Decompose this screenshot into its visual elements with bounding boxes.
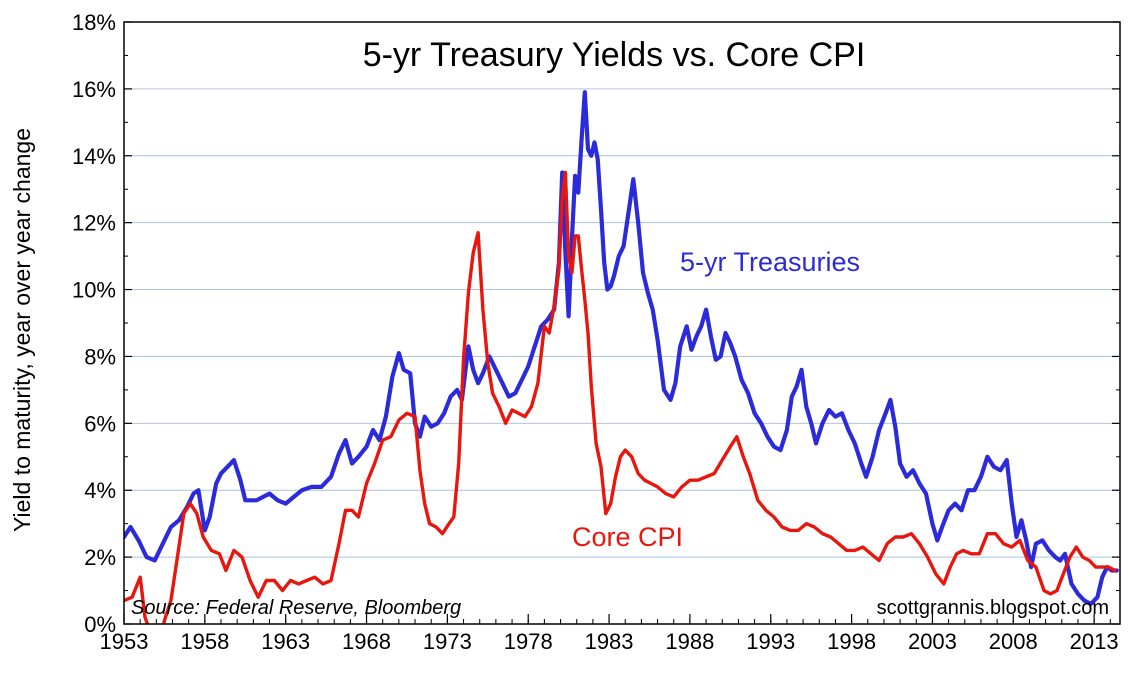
y-tick-label: 16% — [72, 77, 116, 102]
y-tick-label: 12% — [72, 211, 116, 236]
y-tick-label: 10% — [72, 278, 116, 303]
x-tick-label: 1978 — [504, 629, 553, 654]
x-tick-label: 1968 — [342, 629, 391, 654]
x-tick-label: 1998 — [827, 629, 876, 654]
y-tick-label: 18% — [72, 10, 116, 35]
y-axis-tick-labels: 0% 2% 4% 6% 8% 10% 12% 14% 16% 18% — [72, 10, 116, 637]
y-axis-label: Yield to maturity, year over year change — [9, 128, 35, 532]
x-tick-label: 1953 — [100, 629, 149, 654]
x-tick-label: 1963 — [261, 629, 310, 654]
series-lines — [124, 90, 1119, 624]
y-tick-label: 14% — [72, 144, 116, 169]
y-tick-label: 4% — [84, 478, 116, 503]
y-tick-label: 0% — [84, 612, 116, 637]
x-tick-label: 1988 — [665, 629, 714, 654]
gridlines — [124, 88, 1120, 558]
x-tick-label: 1993 — [746, 629, 795, 654]
chart-title: 5-yr Treasury Yields vs. Core CPI — [363, 36, 866, 74]
x-tick-label: 1973 — [423, 629, 472, 654]
x-tick-label: 2003 — [908, 629, 957, 654]
series-line-5yr-treasuries — [124, 90, 1119, 606]
x-tick-label: 1958 — [180, 629, 229, 654]
x-axis-tick-labels: 1953 1958 1963 1968 1973 1978 1983 1988 1993 1998… — [100, 629, 1119, 654]
source-note: Source: Federal Reserve, Bloomberg — [131, 597, 461, 619]
y-tick-label: 2% — [84, 545, 116, 570]
credit-note: scottgrannis.blogspot.com — [877, 597, 1109, 619]
series-line-core-cpi — [124, 170, 1117, 624]
y-tick-label: 6% — [84, 411, 116, 436]
series-label-core-cpi: Core CPI — [572, 522, 683, 552]
y-tick-label: 8% — [84, 344, 116, 369]
series-label-5yr-treasuries: 5-yr Treasuries — [680, 247, 860, 277]
x-tick-label: 2008 — [989, 629, 1038, 654]
axis-ticks — [123, 21, 1120, 625]
x-tick-label: 1983 — [585, 629, 634, 654]
x-tick-label: 2013 — [1070, 629, 1119, 654]
